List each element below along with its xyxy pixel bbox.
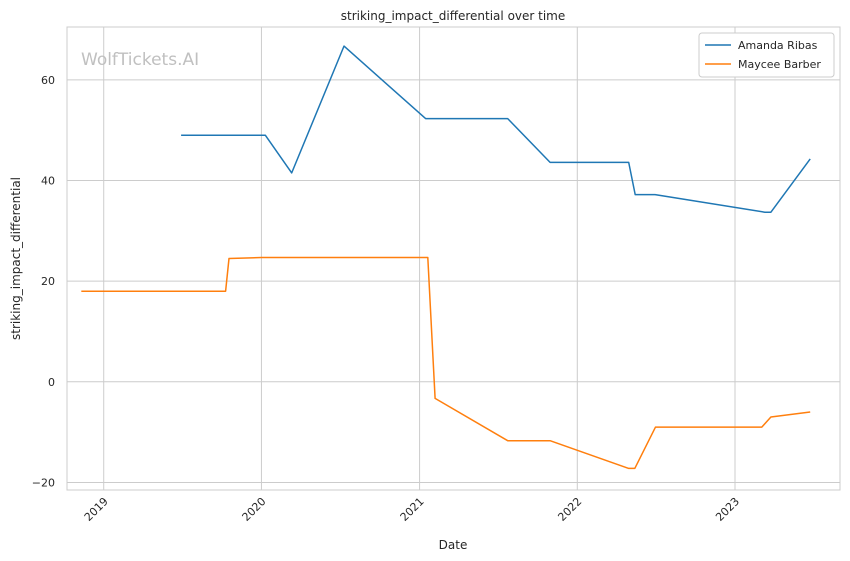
y-tick-label: 60 [41,74,55,87]
x-tick-label: 2021 [398,495,427,524]
x-tick-label: 2022 [555,495,584,524]
legend: Amanda Ribas Maycee Barber [698,32,835,78]
y-axis-title: striking_impact_differential [9,177,23,340]
x-tick-label: 2019 [82,495,111,524]
watermark: WolfTickets.AI [81,50,199,70]
y-tick-label: 0 [48,376,55,389]
series-layer [81,45,811,470]
y-tick-label: 20 [41,275,55,288]
plot-area [66,26,841,491]
legend-box [698,32,835,78]
series-line-amanda-ribas [181,45,811,213]
x-tick-label: 2020 [240,495,269,524]
legend-label-maycee-barber: Maycee Barber [738,58,821,71]
legend-label-amanda-ribas: Amanda Ribas [738,39,818,52]
y-tick-label: −20 [32,476,55,489]
series-line-maycee-barber [81,256,811,470]
chart-title: striking_impact_differential over time [341,9,566,23]
grid [67,27,840,490]
y-tick-label: 40 [41,174,55,187]
x-tick-label: 2023 [713,495,742,524]
x-axis-title: Date [439,538,468,552]
